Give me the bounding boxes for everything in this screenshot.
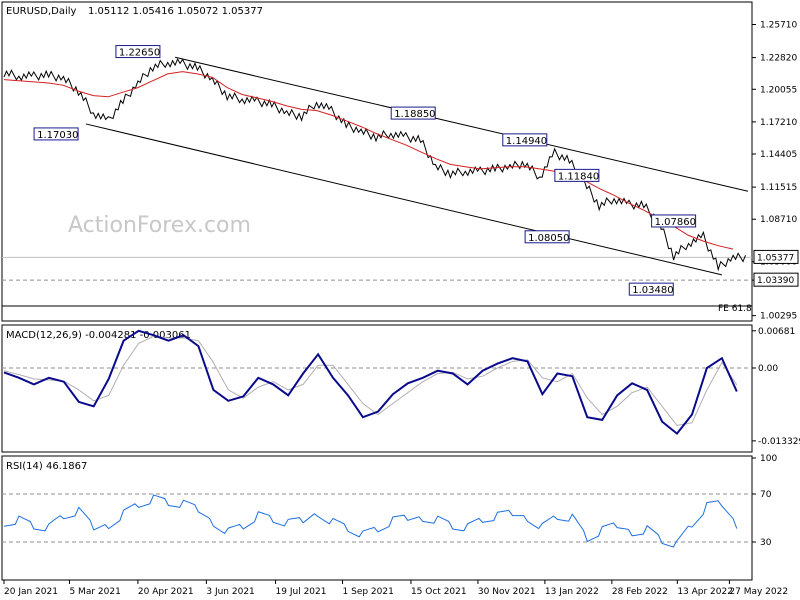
key-level-box-4 — [554, 168, 600, 182]
key-level-label-1: 1.17030 — [37, 130, 78, 141]
rsi-ytick-label: 70 — [760, 490, 772, 500]
x-axis: 20 Jan 2021 5 Mar 2021 20 Apr 2021 3 Jun 20… — [3, 580, 788, 597]
fib-label: FE 61.8 — [718, 304, 752, 314]
price-ytick-label: 1.25710 — [760, 21, 797, 31]
x-tick-label: 27 May 2022 — [729, 587, 788, 597]
watermark: ActionForex.com — [68, 213, 251, 238]
rsi-layer: 100 70 30 — [2, 454, 777, 548]
macd-ytick-label: 0.00 — [758, 364, 778, 374]
price-ytick-label: 1.08710 — [760, 215, 797, 225]
price-layer: 1.25710 1.22820 1.20055 1.17210 1.14405 1.115… — [2, 21, 799, 322]
support-tag-box — [753, 272, 799, 287]
key-level-label-0: 1.22650 — [119, 48, 160, 59]
key-level-box-2 — [390, 106, 436, 120]
x-tick-label: 28 Feb 2022 — [612, 587, 668, 597]
key-level-box-5 — [524, 230, 570, 244]
key-level-label-6: 1.07860 — [655, 217, 696, 228]
x-tick-label: 5 Mar 2021 — [69, 587, 120, 597]
x-tick-label: 13 Jan 2022 — [545, 587, 599, 597]
x-tick-label: 1 Sep 2021 — [343, 587, 394, 597]
key-level-box-1 — [33, 127, 79, 141]
key-level-label-2: 1.18850 — [394, 109, 435, 120]
key-level-label-4: 1.11840 — [558, 171, 599, 182]
price-ohlc-header: 1.05112 1.05416 1.05072 1.05377 — [88, 6, 263, 17]
key-level-box-6 — [651, 214, 697, 228]
rsi-panel-frame — [1, 455, 753, 581]
macd-title: MACD(12,26,9) -0.004281 -0.003061 — [6, 330, 191, 341]
key-level-box-0 — [115, 45, 161, 59]
price-title: EURUSD,Daily — [6, 6, 77, 17]
macd-line — [3, 329, 738, 436]
price-series-line — [3, 57, 746, 272]
price-ytick-label: 1.11515 — [760, 183, 797, 193]
macd-signal-line — [3, 335, 738, 426]
x-tick-label: 13 Apr 2022 — [677, 587, 733, 597]
price-ytick-label: 1.00295 — [760, 312, 797, 322]
key-level-label-3: 1.14940 — [506, 136, 547, 147]
key-level-label-5: 1.08050 — [528, 233, 569, 244]
x-tick-label: 30 Nov 2021 — [478, 587, 536, 597]
macd-ytick-label: 0.00681 — [758, 327, 795, 337]
macd-layer: 0.00681 0.00 -0.013329 — [2, 327, 800, 447]
x-tick-label: 19 Jul 2021 — [276, 587, 327, 597]
rsi-title: RSI(14) 46.1867 — [6, 461, 87, 472]
rsi-ytick-label: 30 — [760, 538, 772, 548]
current-price-tag-box — [753, 249, 799, 264]
rsi-ytick-label: 100 — [760, 454, 777, 464]
x-tick-label: 3 Jun 2021 — [206, 587, 254, 597]
price-ytick-label: 1.22820 — [760, 54, 797, 64]
price-ytick-label: 1.17210 — [760, 118, 797, 128]
price-panel-frame — [1, 1, 753, 322]
key-level-box-7 — [628, 282, 674, 296]
rsi-line — [3, 494, 738, 548]
current-price-tag-text: 1.05377 — [757, 253, 794, 263]
macd-ytick-label: -0.013329 — [758, 437, 800, 447]
channel-upper — [175, 56, 749, 192]
key-level-label-7: 1.03480 — [632, 285, 673, 296]
price-ytick-label: 1.20055 — [760, 85, 797, 95]
macd-panel-frame — [1, 324, 753, 453]
x-tick-label: 20 Jan 2021 — [4, 587, 58, 597]
moving-average-line — [3, 71, 734, 250]
x-tick-label: 20 Apr 2021 — [138, 587, 194, 597]
key-level-box-3 — [502, 133, 548, 147]
price-ytick-label: 1.14405 — [760, 150, 797, 160]
x-tick-label: 15 Oct 2021 — [411, 587, 467, 597]
channel-lower — [85, 123, 723, 276]
support-tag-text: 1.03390 — [757, 276, 794, 286]
